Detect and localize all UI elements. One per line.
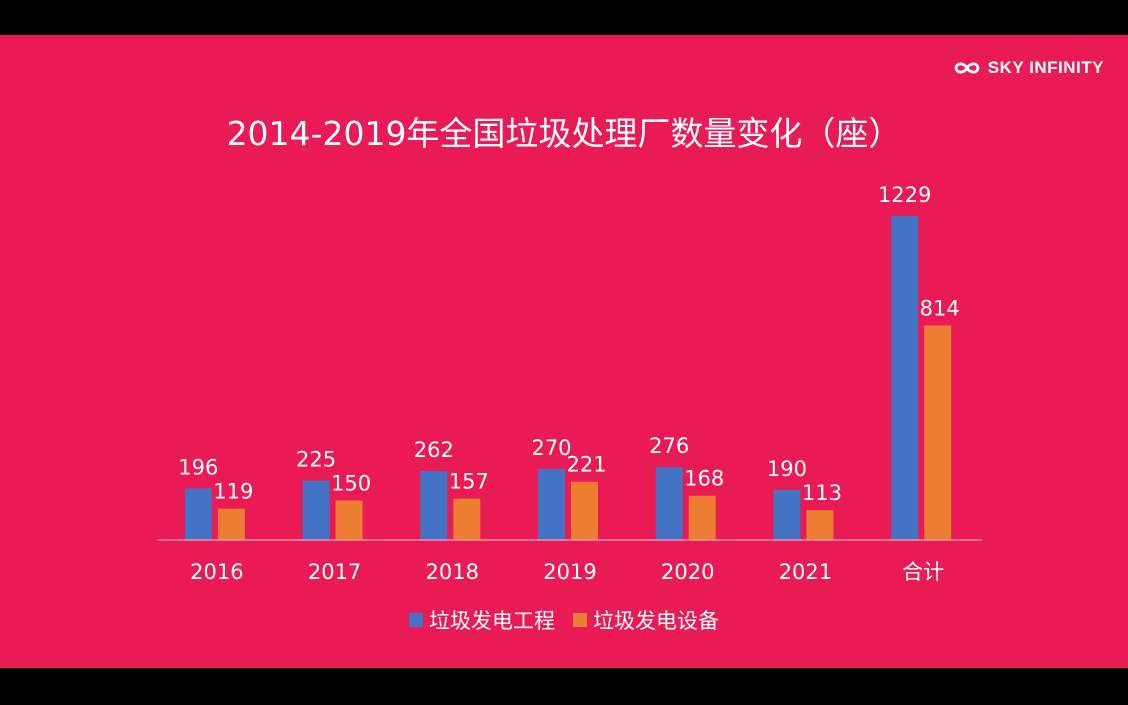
data-label-2016-series-1: 196 [178,455,218,479]
data-label-合计-series-2: 814 [920,296,960,320]
legend-item-series-2: 垃圾发电设备 [573,605,719,635]
bar-2019-series-2 [571,481,598,540]
x-tick-label-2020: 2020 [661,560,714,584]
data-label-2020-series-1: 276 [649,434,689,458]
chart-title: 2014-2019年全国垃圾处理厂数量变化（座） [226,114,902,153]
bar-2020-series-2 [688,495,716,540]
bar-2017-series-1 [302,480,330,540]
bar-合计-series-1 [891,216,919,540]
legend-item-series-1: 垃圾发电工程 [409,605,555,635]
bar-2016-series-2 [217,508,245,540]
bar-合计-series-2 [924,325,952,540]
data-label-2021-series-2: 113 [802,481,842,505]
data-label-合计-series-1: 1229 [878,183,931,207]
legend-label-series-1: 垃圾发电工程 [429,609,555,633]
x-tick-label-2017: 2017 [308,560,361,584]
brand-name: SKY INFINITY [987,58,1104,77]
infinity-icon [954,62,980,74]
x-tick-label-2021: 2021 [779,560,832,584]
bar-2016-series-1 [184,488,212,540]
bar-2020-series-1 [655,467,683,540]
bar-2021-series-2 [806,510,834,540]
data-label-2019-series-1: 270 [531,436,571,460]
data-label-2019-series-2: 221 [566,453,606,477]
bar-2018-series-1 [420,470,448,540]
bar-2018-series-2 [453,498,481,540]
data-label-2020-series-2: 168 [684,467,724,491]
legend-swatch-series-1 [409,613,423,627]
data-label-2017-series-1: 225 [296,448,336,472]
bar-2017-series-2 [335,500,363,540]
x-tick-label-2016: 2016 [190,560,243,584]
legend-swatch-series-2 [573,613,587,627]
bar-2019-series-1 [538,468,565,540]
x-tick-label-2018: 2018 [426,560,479,584]
data-label-2017-series-2: 150 [331,471,371,495]
data-label-2021-series-1: 190 [767,457,807,481]
x-tick-label-2019: 2019 [543,560,596,584]
bar-2021-series-1 [773,489,801,540]
data-label-2018-series-1: 262 [414,438,454,462]
data-label-2016-series-2: 119 [213,480,253,504]
legend-label-series-2: 垃圾发电设备 [593,609,719,633]
legend: 垃圾发电工程 垃圾发电设备 [0,605,1128,635]
data-label-2018-series-2: 157 [449,470,489,494]
brand-logo: SKY INFINITY [952,58,1104,78]
slide: SKY INFINITY 2014-2019年全国垃圾处理厂数量变化（座） 19… [0,35,1128,668]
x-tick-label-合计: 合计 [902,560,944,584]
